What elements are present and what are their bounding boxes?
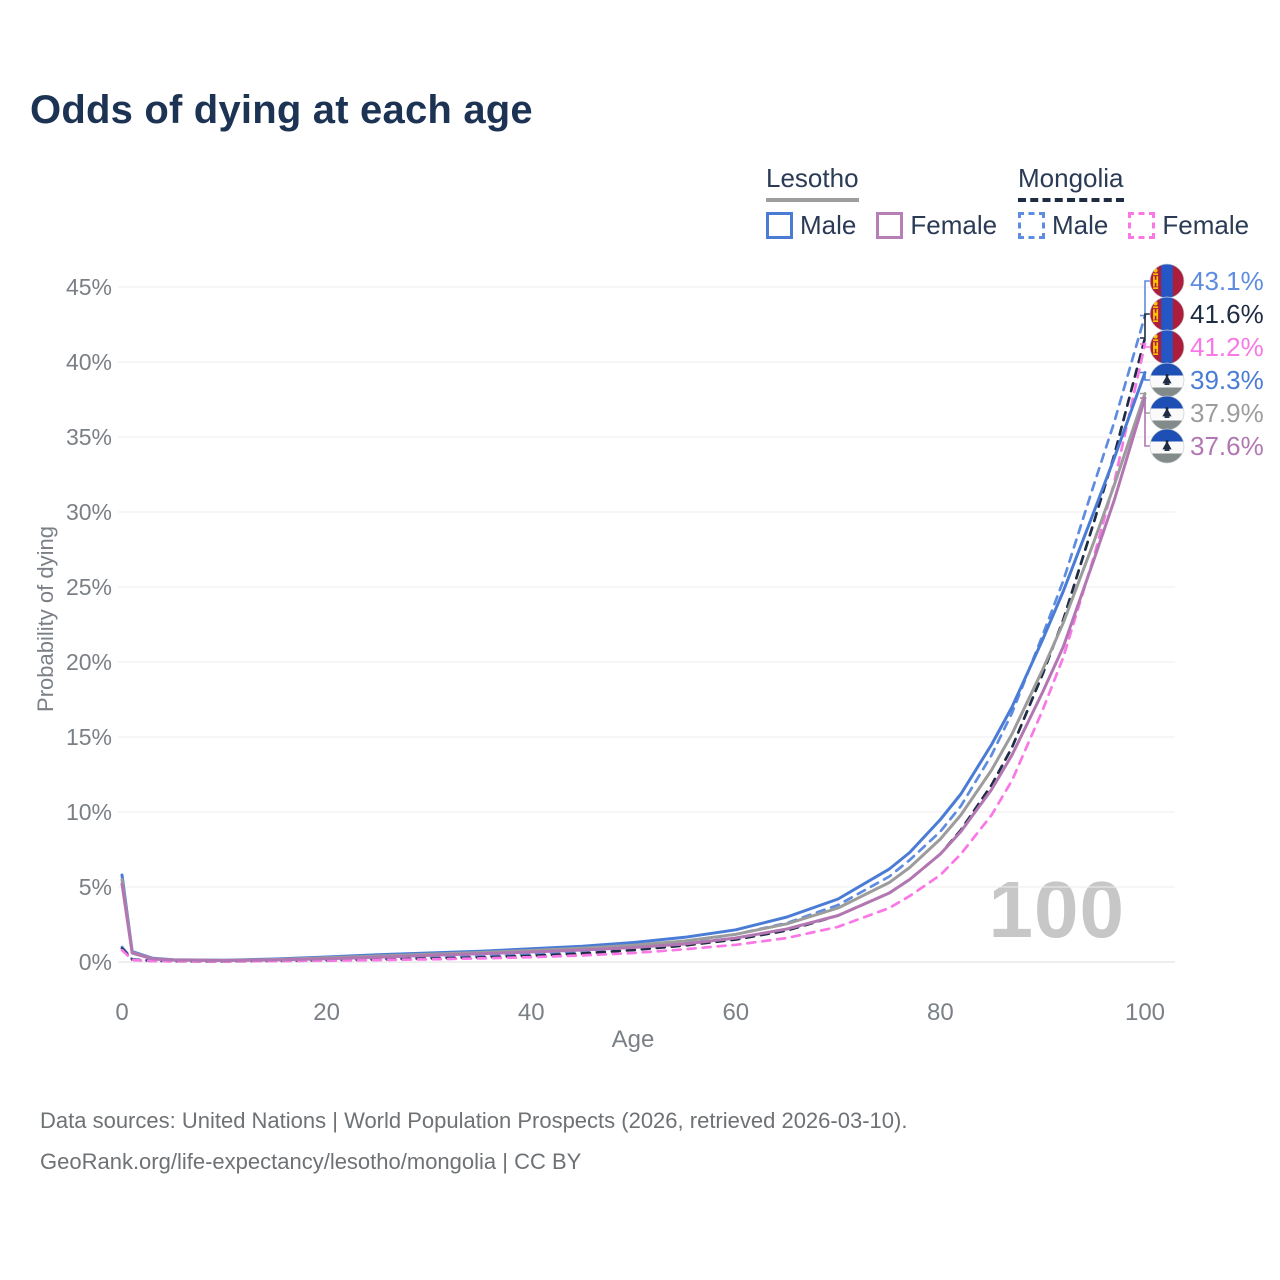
leader-line: [1140, 280, 1150, 317]
end-label-value: 37.6%: [1190, 431, 1264, 461]
end-label-value: 41.6%: [1190, 299, 1264, 329]
leader-line: [1140, 313, 1150, 339]
x-tick-label: 80: [927, 999, 954, 1026]
x-tick-label: 100: [1125, 999, 1165, 1026]
series-line-lesotho-total[interactable]: [120, 392, 1147, 962]
y-tick-label: 20%: [66, 649, 112, 675]
x-tick-label: 60: [722, 999, 749, 1026]
x-axis-title: Age: [611, 1026, 655, 1053]
y-tick-label: 0%: [79, 949, 112, 975]
legend-item-label: Female: [910, 210, 998, 240]
end-label-value: 39.3%: [1190, 365, 1264, 395]
end-label-mongolia-female[interactable]: 41.2%: [1149, 329, 1264, 365]
legend-item-lesotho-male[interactable]: Male: [766, 210, 856, 241]
end-label-mongolia-total[interactable]: 41.6%: [1149, 296, 1264, 332]
leader-line: [1140, 397, 1150, 447]
legend-swatch-lesotho-male: [766, 212, 793, 239]
series-line-mongolia-total[interactable]: [120, 336, 1147, 963]
series-line-mongolia-female[interactable]: [120, 342, 1147, 963]
leader-line: [1140, 371, 1150, 381]
legend-item-label: Female: [1162, 210, 1250, 240]
y-tick-label: 30%: [66, 499, 112, 525]
flag-icon-mongolia: [1150, 330, 1184, 364]
end-label-value: 43.1%: [1190, 266, 1264, 296]
legend-group-mongolia: Mongolia Male Female: [1018, 163, 1269, 241]
footer-source-line-2: GeoRank.org/life-expectancy/lesotho/mong…: [40, 1149, 582, 1174]
x-tick-label: 20: [313, 999, 340, 1026]
y-axis-title: Probability of dying: [33, 526, 58, 712]
series-line-lesotho-female[interactable]: [120, 396, 1147, 962]
watermark-age-100: 100: [988, 865, 1125, 954]
x-tick-label: 40: [518, 999, 545, 1026]
legend-item-lesotho-female[interactable]: Female: [876, 210, 997, 241]
end-label-lesotho-female[interactable]: 37.6%: [1149, 428, 1264, 464]
legend-item-label: Male: [1052, 210, 1109, 240]
leader-line: [1140, 343, 1150, 348]
flag-icon-lesotho: [1150, 429, 1184, 463]
y-tick-label: 45%: [66, 274, 112, 300]
x-tick-label: 0: [115, 999, 128, 1026]
y-tick-label: 40%: [66, 349, 112, 375]
y-tick-label: 5%: [79, 874, 112, 900]
legend-item-label: Male: [800, 210, 857, 240]
footer-source-line-1: Data sources: United Nations | World Pop…: [40, 1108, 908, 1133]
y-tick-label: 15%: [66, 724, 112, 750]
y-tick-label: 35%: [66, 424, 112, 450]
legend-country-mongolia[interactable]: Mongolia: [1018, 163, 1124, 202]
end-label-lesotho-male[interactable]: 39.3%: [1149, 362, 1264, 398]
end-label-value: 37.9%: [1190, 398, 1264, 428]
legend-country-lesotho[interactable]: Lesotho: [766, 163, 859, 202]
legend-items-lesotho: Male Female: [766, 210, 1017, 241]
end-label-mongolia-male[interactable]: 43.1%: [1149, 263, 1264, 299]
legend-item-mongolia-female[interactable]: Female: [1128, 210, 1249, 241]
series-line-mongolia-male[interactable]: [120, 314, 1147, 963]
flag-icon-lesotho: [1150, 363, 1184, 397]
page-title: Odds of dying at each age: [30, 88, 533, 132]
legend-swatch-lesotho-female: [876, 212, 904, 239]
legend-swatch-mongolia-male: [1018, 212, 1045, 239]
end-label-value: 41.2%: [1190, 332, 1264, 362]
legend-group-lesotho: Lesotho Male Female: [766, 163, 1017, 241]
flag-icon-mongolia: [1150, 297, 1184, 331]
y-tick-label: 25%: [66, 574, 112, 600]
flag-icon-border: [1149, 428, 1185, 464]
end-label-lesotho-total[interactable]: 37.9%: [1149, 395, 1264, 431]
y-tick-label: 10%: [66, 799, 112, 825]
legend-item-mongolia-male[interactable]: Male: [1018, 210, 1108, 241]
flag-icon-lesotho: [1150, 396, 1184, 430]
flag-icon-mongolia: [1150, 264, 1184, 298]
legend-swatch-mongolia-female: [1128, 212, 1156, 239]
series-line-lesotho-male[interactable]: [120, 371, 1147, 962]
legend-items-mongolia: Male Female: [1018, 210, 1269, 241]
